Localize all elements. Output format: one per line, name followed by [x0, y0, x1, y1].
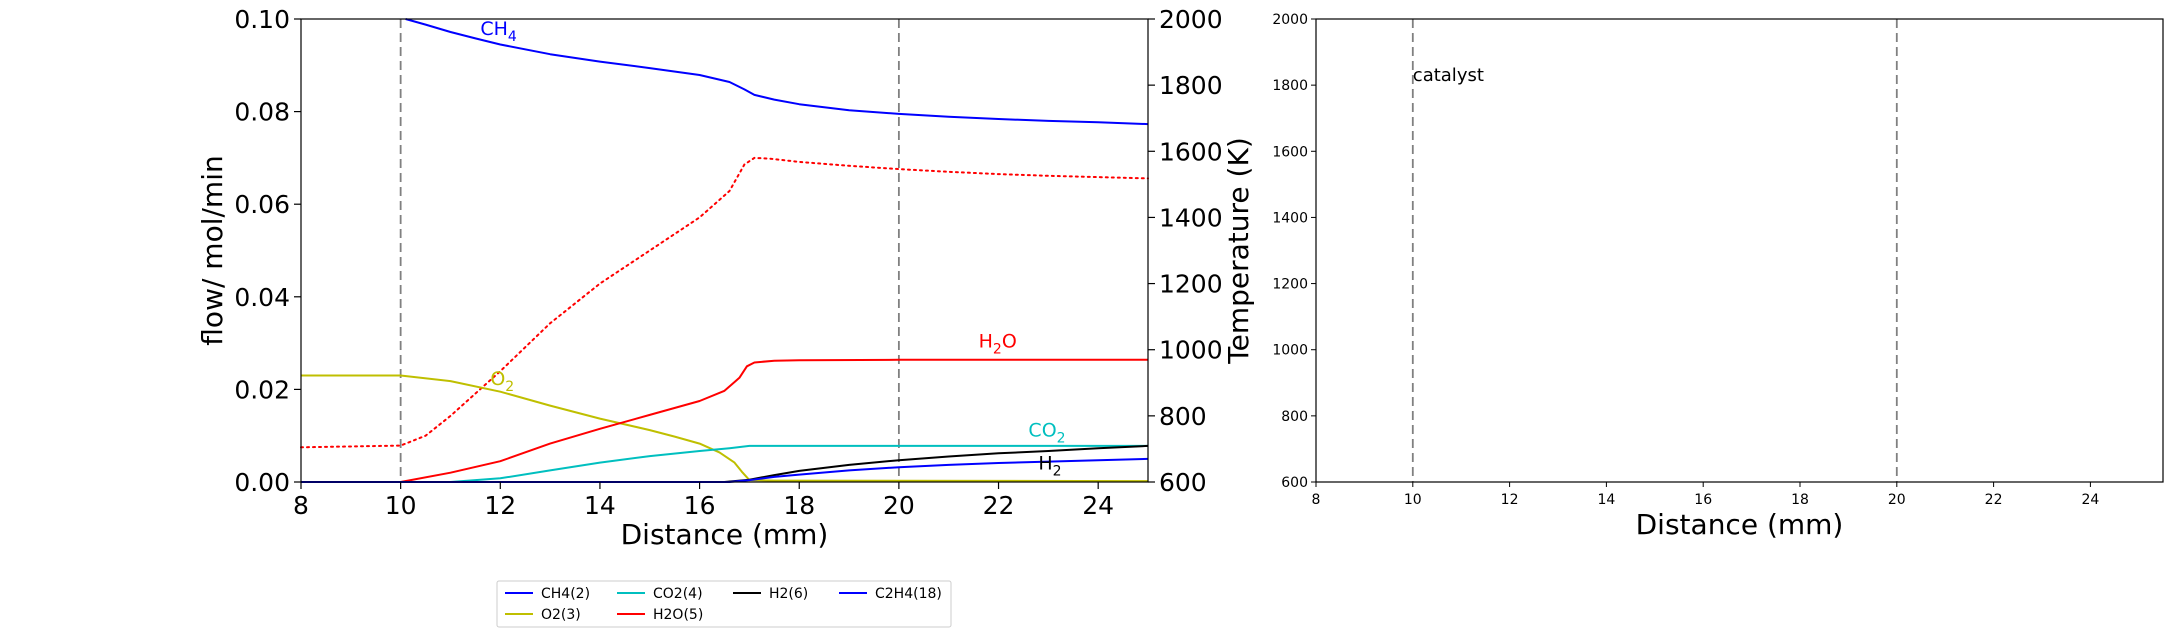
y-tick-label: 600 — [1281, 475, 1308, 491]
x-tick-label: 18 — [783, 491, 815, 520]
x-tick-label: 24 — [1082, 491, 1114, 520]
x-axis-label: Distance (mm) — [1636, 508, 1844, 541]
y-tick-label: 1200 — [1272, 277, 1308, 293]
x-tick-label: 12 — [484, 491, 516, 520]
x-tick-label: 16 — [684, 491, 716, 520]
plot-frame — [300, 18, 1149, 483]
x-tick-label: 18 — [1791, 492, 1809, 508]
x-tick-label: 22 — [1985, 492, 2003, 508]
y-tick-label: 0.08 — [234, 98, 290, 127]
series-annotation: CH4 — [480, 18, 517, 45]
legend-label: CO2(4) — [653, 586, 703, 602]
x-axis-label: Distance (mm) — [621, 518, 829, 551]
catalyst-annotation: catalyst — [1413, 65, 1484, 86]
y2-tick-label: 1200 — [1159, 270, 1223, 299]
legend: CH4(2) O2(3) CO2(4) H2O(5) H2(6) C2H4(18) — [496, 580, 952, 628]
y-tick-label: 1800 — [1272, 78, 1308, 94]
y-tick-label: 0.06 — [234, 190, 290, 219]
temperature-line — [300, 156, 1149, 449]
legend-box — [496, 580, 952, 628]
y-tick-label: 1400 — [1272, 210, 1308, 226]
y-tick-label: 800 — [1281, 409, 1308, 425]
x-tick-label: 20 — [883, 491, 915, 520]
y2-axis-label: Temperature (K) — [1222, 137, 1255, 364]
series-line-1 — [301, 374, 1149, 483]
x-tick-label: 14 — [1597, 492, 1615, 508]
x-tick-label: 24 — [2081, 492, 2099, 508]
x-tick-label: 10 — [1404, 492, 1422, 508]
y-tick-label: 1000 — [1272, 343, 1308, 359]
y2-tick-label: 1800 — [1159, 71, 1223, 100]
y2-tick-label: 600 — [1159, 468, 1207, 497]
x-tick-label: 14 — [584, 491, 616, 520]
y-tick-label: 0.10 — [234, 5, 290, 34]
series-annotation: O2 — [490, 368, 514, 395]
right-chart: 8 10 12 14 16 18 20 22 24 600 800 1000 1200 1400 1600 1… — [1272, 12, 2164, 541]
y2-tick-label: 1000 — [1159, 336, 1223, 365]
y-tick-label: 0.00 — [234, 468, 290, 497]
y2-tick-label: 800 — [1159, 402, 1207, 431]
y2-tick-label: 1600 — [1159, 137, 1223, 166]
y-tick-label: 1600 — [1272, 144, 1308, 160]
series-line-3 — [301, 358, 1148, 483]
series-line-0 — [405, 18, 1149, 126]
x-tick-label: 8 — [293, 491, 309, 520]
y-tick-label: 2000 — [1272, 12, 1308, 28]
legend-label: C2H4(18) — [875, 586, 942, 602]
legend-label: H2O(5) — [653, 607, 703, 623]
series-annotation: H2 — [1038, 452, 1061, 479]
y2-tick-label: 2000 — [1159, 5, 1223, 34]
y2-tick-label: 1400 — [1159, 203, 1223, 232]
y-axis-label: flow/ mol/min — [196, 155, 229, 345]
y-tick-label: 0.02 — [234, 375, 290, 404]
x-tick-label: 10 — [385, 491, 417, 520]
y-tick-label: 0.04 — [234, 283, 290, 312]
series-annotation: CO2 — [1028, 420, 1065, 447]
x-tick-label: 12 — [1501, 492, 1519, 508]
x-tick-label: 8 — [1312, 492, 1321, 508]
x-tick-label: 20 — [1888, 492, 1906, 508]
left-chart: 8 10 12 14 16 18 20 22 24 0.00 0.02 0.04 0.06 0.08 0.1… — [196, 5, 1255, 551]
series-line-5 — [301, 457, 1149, 483]
legend-label: H2(6) — [769, 586, 808, 602]
plot-frame — [1315, 18, 2164, 483]
x-tick-label: 22 — [983, 491, 1015, 520]
series-annotation: H2O — [979, 331, 1017, 358]
series-line-2 — [301, 444, 1148, 483]
legend-label: CH4(2) — [541, 586, 590, 602]
legend-label: O2(3) — [541, 607, 581, 623]
x-tick-label: 16 — [1694, 492, 1712, 508]
